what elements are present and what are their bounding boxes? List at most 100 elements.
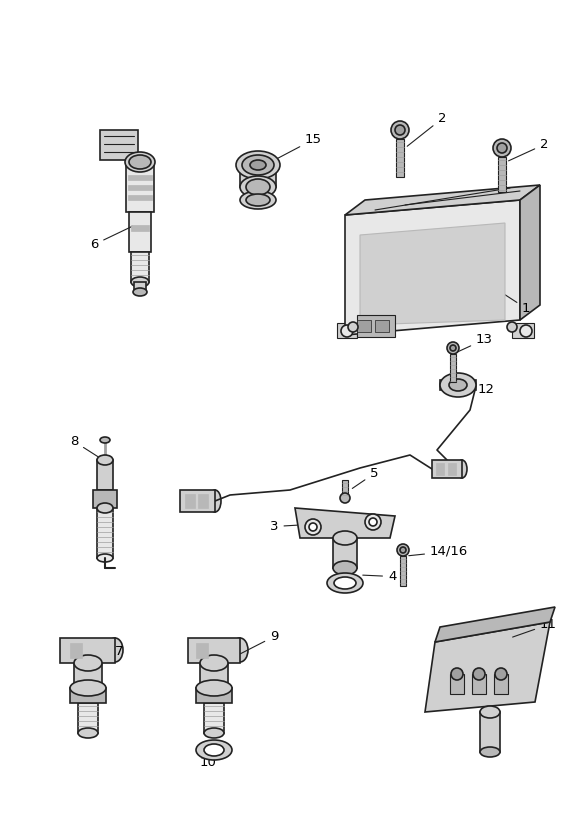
Text: 5: 5 [352,467,378,489]
Ellipse shape [70,680,106,696]
Bar [131,252,149,282]
Ellipse shape [327,573,363,593]
Text: 2: 2 [407,112,447,147]
Text: 12: 12 [465,383,495,396]
Bar [198,494,208,508]
Ellipse shape [334,577,356,589]
Text: 10: 10 [200,750,217,769]
Ellipse shape [340,493,350,503]
Ellipse shape [348,322,358,332]
Ellipse shape [305,519,321,535]
Ellipse shape [447,342,459,354]
Ellipse shape [133,288,147,296]
Bar [128,175,152,180]
Text: 8: 8 [70,435,98,456]
Bar [204,703,224,733]
Bar [180,490,215,512]
Ellipse shape [493,139,511,157]
Bar [440,380,448,390]
Ellipse shape [131,277,149,287]
Ellipse shape [507,322,517,332]
Ellipse shape [480,706,500,718]
Bar [357,320,371,332]
Ellipse shape [309,523,317,531]
Ellipse shape [333,531,357,545]
Ellipse shape [450,345,456,351]
Ellipse shape [451,668,463,680]
Ellipse shape [232,638,248,662]
Polygon shape [70,688,106,703]
Ellipse shape [204,744,224,756]
Bar [97,508,113,558]
Ellipse shape [395,125,405,135]
Polygon shape [295,508,395,538]
Ellipse shape [125,152,155,172]
Polygon shape [435,607,555,642]
Ellipse shape [204,728,224,738]
Polygon shape [345,185,540,215]
Text: 1: 1 [492,287,531,315]
Polygon shape [425,622,550,712]
Bar [450,674,464,694]
Bar [498,157,506,192]
Ellipse shape [97,455,113,465]
Bar [78,703,98,733]
Polygon shape [345,200,520,335]
Ellipse shape [473,668,485,680]
Ellipse shape [246,194,270,206]
Text: 14/16: 14/16 [409,545,468,558]
Bar [97,460,113,490]
Ellipse shape [242,155,274,175]
Ellipse shape [209,490,221,512]
Ellipse shape [449,379,467,391]
Ellipse shape [495,668,507,680]
Ellipse shape [240,191,276,209]
Bar [131,225,149,231]
Bar [126,162,154,212]
Bar [240,165,276,187]
Text: 4: 4 [363,570,396,583]
Ellipse shape [365,514,381,530]
Bar [60,638,115,663]
Bar [129,212,151,252]
Bar [70,643,82,658]
Bar [450,354,456,382]
Ellipse shape [400,547,406,553]
Ellipse shape [250,160,266,170]
Ellipse shape [341,325,353,337]
Ellipse shape [391,121,409,139]
Ellipse shape [107,638,123,662]
Bar [375,320,389,332]
Ellipse shape [200,655,228,671]
Bar [432,460,462,478]
Text: 15: 15 [268,133,322,164]
Polygon shape [93,490,117,508]
Polygon shape [360,223,505,325]
Bar [100,130,138,160]
Ellipse shape [236,151,280,179]
Polygon shape [196,688,232,703]
Ellipse shape [397,544,409,556]
Bar [196,643,208,658]
Bar [436,463,444,475]
Text: 7: 7 [90,645,124,668]
Ellipse shape [78,728,98,738]
Text: 6: 6 [90,227,132,251]
Bar [357,315,395,337]
Ellipse shape [369,518,377,526]
Polygon shape [520,185,540,320]
Ellipse shape [497,143,507,153]
Bar [396,139,404,177]
Bar [333,538,357,568]
Ellipse shape [480,747,500,757]
Text: 9: 9 [240,630,278,653]
Bar [200,663,228,688]
Ellipse shape [520,325,532,337]
Bar [480,712,500,752]
Text: 2: 2 [508,138,549,161]
Bar [512,323,534,338]
Ellipse shape [440,373,476,397]
Bar [128,195,152,200]
Bar [134,282,146,292]
Ellipse shape [333,561,357,575]
